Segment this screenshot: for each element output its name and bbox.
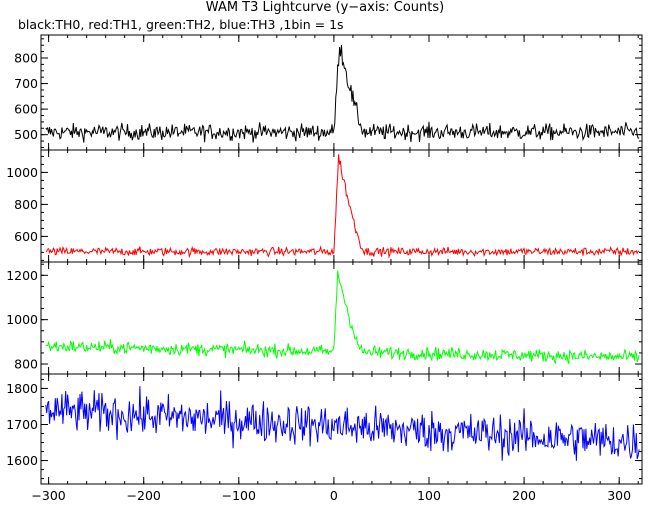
chart-subtitle: black:TH0, red:TH1, green:TH2, blue:TH3 … xyxy=(18,17,344,32)
x-tick-label: 300 xyxy=(607,488,631,503)
series-line-th2 xyxy=(45,270,640,364)
x-tick-label: −200 xyxy=(127,488,161,503)
y-tick-label: 1000 xyxy=(6,312,38,327)
y-tick-label: 800 xyxy=(14,357,38,372)
panel-th2: 800 1000 1200 xyxy=(6,261,643,375)
y-tick-label: 1800 xyxy=(6,381,38,396)
chart-title: WAM T3 Lightcurve (y−axis: Counts) xyxy=(205,0,445,15)
y-tick-label: 800 xyxy=(14,197,38,212)
y-tick-label: 1600 xyxy=(6,453,38,468)
x-tick-label: 200 xyxy=(512,488,536,503)
y-tick-label: 700 xyxy=(14,76,38,91)
panel-frame xyxy=(40,373,643,485)
y-tick-label: 600 xyxy=(14,229,38,244)
y-tick-label: 600 xyxy=(14,102,38,117)
y-tick-label: 1000 xyxy=(6,165,38,180)
x-tick-label: −300 xyxy=(31,488,65,503)
series-line-th3 xyxy=(45,386,640,461)
series-line-th0 xyxy=(45,45,640,143)
x-tick-label: 0 xyxy=(330,488,338,503)
y-tick-label: 500 xyxy=(14,127,38,142)
y-tick-label: 800 xyxy=(14,51,38,66)
panel-th3: 1600 1700 1800 xyxy=(6,373,643,485)
series-line-th1 xyxy=(45,154,640,259)
y-tick-label: 1200 xyxy=(6,268,38,283)
x-tick-label: 100 xyxy=(417,488,441,503)
x-tick-label: −100 xyxy=(222,488,256,503)
y-tick-label: 1700 xyxy=(6,417,38,432)
panel-th0: 500 600 700 800 xyxy=(14,34,643,151)
panel-th1: 600 800 1000 xyxy=(6,149,643,263)
